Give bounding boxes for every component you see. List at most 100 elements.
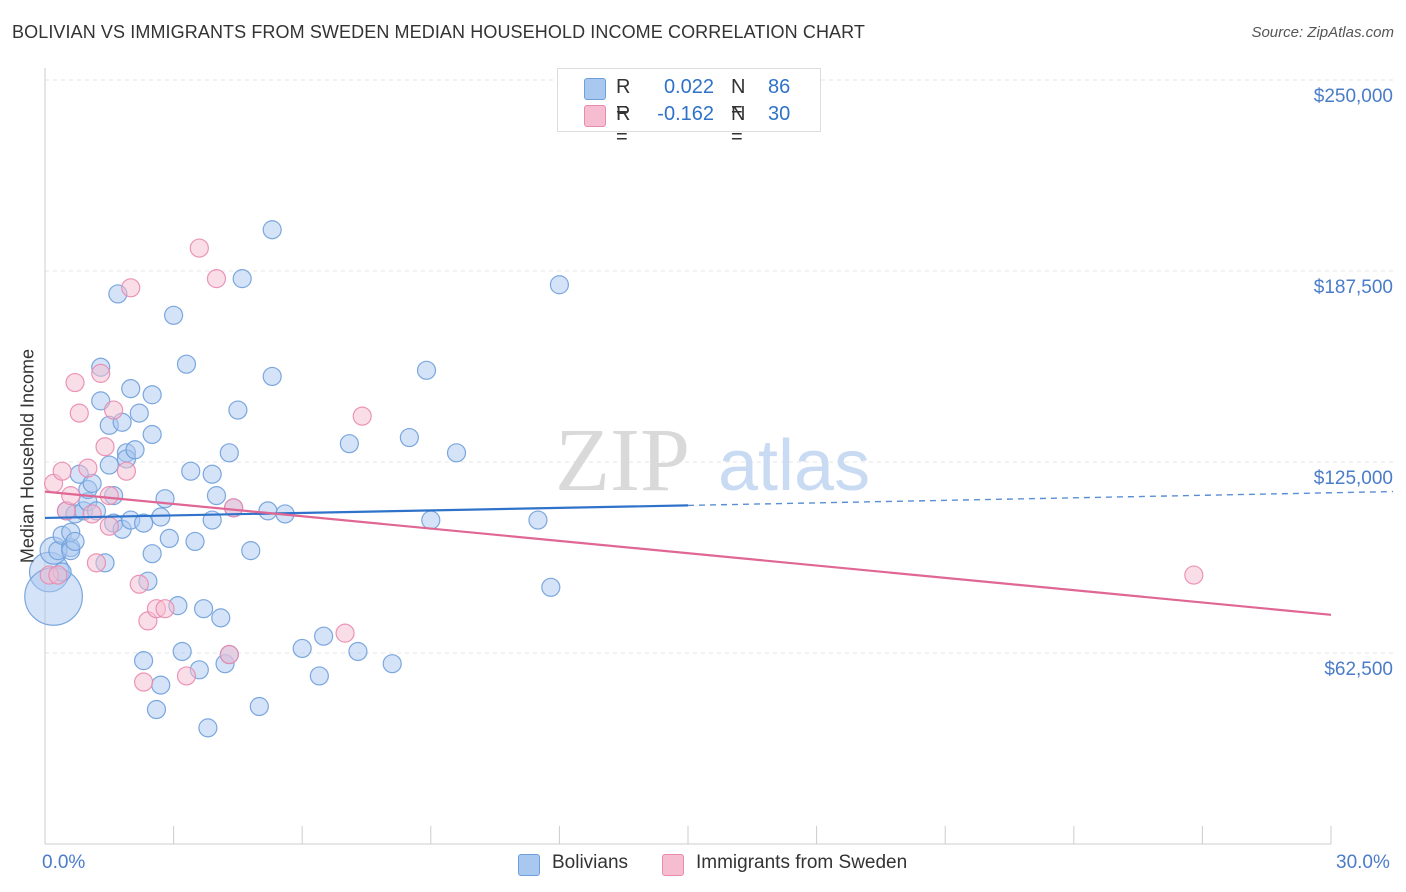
bolivians-point <box>65 531 85 552</box>
chart-title: BOLIVIAN VS IMMIGRANTS FROM SWEDEN MEDIA… <box>12 22 866 42</box>
bottom-legend-swatch-blue <box>518 854 540 876</box>
sweden-trend-line <box>44 490 1332 616</box>
bolivians-point <box>339 434 359 454</box>
bolivians-point <box>241 541 261 561</box>
source-label: Source: ZipAtlas.com <box>1251 24 1394 41</box>
sweden-point <box>103 400 124 420</box>
sweden-point <box>219 644 239 665</box>
sweden-point <box>69 403 89 423</box>
bottom-legend-label: Bolivians <box>552 852 629 873</box>
bolivians-point <box>262 220 282 240</box>
legend-r-label: R = <box>616 76 631 121</box>
sweden-point <box>82 504 102 524</box>
sweden-point <box>116 461 137 481</box>
y-tick-label: $187,500 <box>1313 277 1393 298</box>
sweden-point <box>352 406 372 426</box>
trend-lines <box>44 490 1394 616</box>
bolivians-point <box>164 305 184 325</box>
axes <box>44 68 1332 845</box>
bolivians-point <box>142 385 162 405</box>
bolivians-point <box>125 440 145 460</box>
legend-n-label: N = <box>731 103 746 148</box>
bolivians-point <box>194 599 214 619</box>
x-tick-label: 30.0% <box>1336 852 1390 873</box>
bolivians-point <box>121 379 141 399</box>
bolivians-point <box>228 400 248 420</box>
y-axis-label: Median Household Income <box>17 348 38 564</box>
legend-r-label: R = <box>616 103 631 148</box>
series-immigrants-from-sweden <box>39 238 1204 692</box>
bolivians-point <box>309 666 329 686</box>
watermark-zip: ZIP <box>555 411 690 510</box>
legend-n-value: 86 <box>768 76 791 98</box>
bolivians-point <box>528 510 548 530</box>
bolivians-point <box>133 513 154 533</box>
series-bolivians <box>24 220 570 738</box>
bolivians-point <box>146 699 167 720</box>
bolivians-point <box>133 651 154 671</box>
bolivians-point <box>549 275 570 295</box>
bolivians-point <box>348 641 368 662</box>
bolivians-trend-line <box>44 504 689 520</box>
sweden-point <box>121 278 141 298</box>
y-tick-label: $250,000 <box>1313 86 1393 107</box>
sweden-point <box>91 363 111 383</box>
bolivians-point <box>232 269 252 289</box>
bolivians-point <box>421 510 441 530</box>
bolivians-point <box>142 424 162 445</box>
bolivians-point <box>99 455 119 475</box>
legend-r-value: 0.022 <box>663 76 714 98</box>
bolivians-point <box>185 531 205 552</box>
sweden-point <box>99 486 119 506</box>
sweden-point <box>99 516 119 536</box>
sweden-point <box>65 372 85 393</box>
bolivians-point <box>211 608 231 628</box>
bottom-legend-swatch-pink <box>662 854 684 876</box>
bolivians-point <box>198 718 218 738</box>
sweden-point <box>133 672 154 692</box>
x-tick-label: 0.0% <box>42 852 86 873</box>
bolivians-point <box>151 507 171 527</box>
bolivians-point <box>151 675 171 695</box>
y-tick-label: $62,500 <box>1324 659 1393 680</box>
sweden-point <box>86 553 107 573</box>
bolivians-point <box>314 626 334 646</box>
y-tick-label: $125,000 <box>1313 468 1393 489</box>
bolivians-point <box>206 486 227 506</box>
bolivians-point <box>172 641 192 662</box>
sweden-point <box>52 461 72 481</box>
watermark-atlas: atlas <box>718 426 870 506</box>
sweden-point <box>155 599 175 619</box>
legend-r-value: -0.162 <box>657 103 714 125</box>
sweden-point <box>95 437 115 457</box>
legend-box: R = 0.022 N = 86 R = -0.162 N = 30 <box>557 68 821 148</box>
bolivians-trend-extension <box>687 490 1394 507</box>
bolivians-point <box>202 464 222 484</box>
bolivians-point <box>129 403 149 423</box>
bolivians-point <box>399 427 419 448</box>
legend-n-label: N = <box>731 76 746 121</box>
bolivians-point <box>219 443 239 463</box>
bolivians-point <box>416 360 437 380</box>
sweden-point <box>1184 565 1204 585</box>
sweden-point <box>335 623 355 643</box>
bolivians-point <box>181 461 201 481</box>
bolivians-point <box>262 366 282 387</box>
bolivians-point <box>541 577 561 597</box>
legend-n-value: 30 <box>768 103 791 125</box>
legend-swatch-blue <box>584 78 606 100</box>
sweden-point <box>129 574 149 594</box>
bolivians-point <box>382 654 402 674</box>
legend-swatch-pink <box>584 105 606 127</box>
bolivians-point <box>155 489 175 509</box>
sweden-point <box>48 565 68 585</box>
bolivians-point <box>249 696 269 717</box>
sweden-point <box>206 269 227 289</box>
sweden-point <box>189 238 209 258</box>
bolivians-point <box>176 354 197 374</box>
bottom-legend-label: Immigrants from Sweden <box>696 852 908 873</box>
bolivians-point <box>142 544 162 564</box>
bolivians-point <box>258 501 278 521</box>
